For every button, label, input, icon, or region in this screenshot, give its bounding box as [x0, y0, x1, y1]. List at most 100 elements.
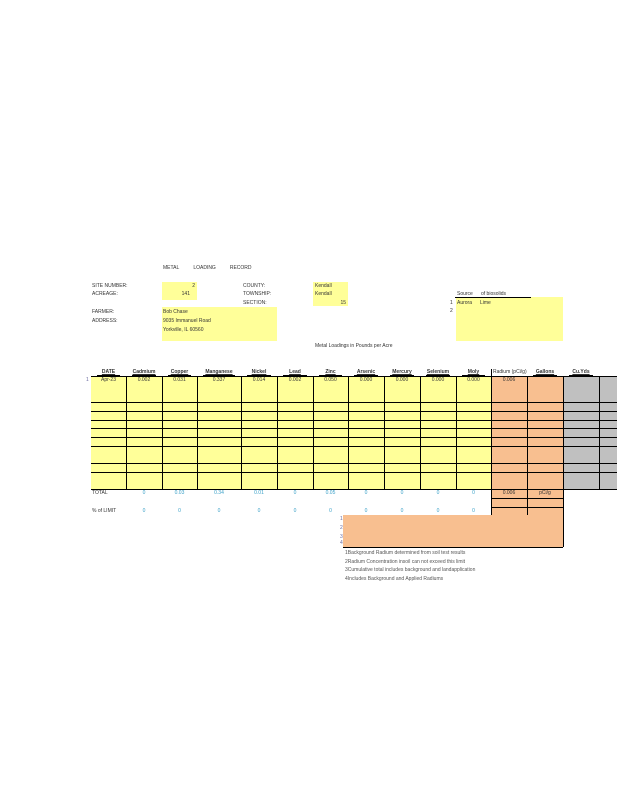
source-underline	[455, 297, 531, 298]
col-line	[241, 376, 242, 489]
table-cell[interactable]: 0.002	[288, 377, 302, 383]
summary-num: 1	[340, 516, 343, 522]
column-header[interactable]: Cadmium	[132, 369, 156, 375]
site-number-label: SITE NUMBER:	[92, 283, 128, 289]
limit-value: 0	[257, 508, 261, 514]
footnote: 4Includes Background and Applied Radiums	[345, 575, 444, 582]
col-line	[277, 376, 278, 489]
col-line	[162, 376, 163, 489]
site-number[interactable]: 2	[192, 283, 195, 289]
column-header[interactable]: Manganese	[205, 369, 233, 375]
column-header[interactable]: Cu.Yds	[572, 369, 590, 375]
limit-value: 0	[436, 508, 440, 514]
header-underline	[132, 375, 156, 376]
units-caption: Metal Loadings in Pounds per Acre	[315, 343, 393, 349]
col-line	[563, 376, 564, 515]
column-header[interactable]: Lead	[289, 369, 301, 375]
header-underline	[203, 375, 235, 376]
limit-value: 0	[400, 508, 404, 514]
column-header[interactable]: Nickel	[251, 369, 267, 375]
total-value: 0.34	[214, 490, 224, 496]
row-line	[91, 472, 617, 473]
row-line	[91, 463, 617, 464]
summary-num: 2	[340, 525, 343, 531]
column-header[interactable]: Arsenic	[356, 369, 376, 375]
site-box	[162, 282, 197, 300]
column-header[interactable]: Radium (pCi/g)	[493, 369, 527, 375]
table-cell[interactable]: 0.000	[359, 377, 373, 383]
title-word: RECORD	[229, 265, 252, 271]
title-word: LOADING	[193, 265, 216, 271]
total-value: 0	[293, 490, 297, 496]
county-label: COUNTY:	[243, 283, 266, 289]
header-underline	[283, 375, 307, 376]
col-line	[384, 376, 385, 489]
table-cell[interactable]: 0.000	[467, 377, 480, 383]
acreage[interactable]: 141	[181, 291, 190, 297]
col-line	[491, 376, 492, 515]
header-underline	[319, 375, 342, 376]
source-name[interactable]: Aurora	[457, 300, 473, 306]
county[interactable]: Kendall	[315, 283, 332, 289]
total-value: 0	[472, 490, 475, 496]
column-header[interactable]: DATE	[101, 369, 116, 375]
col-line	[420, 376, 421, 489]
farmer-box	[162, 307, 277, 341]
total-value: 0.03	[174, 490, 185, 496]
data-area	[91, 376, 491, 489]
header-underline	[426, 375, 450, 376]
total-radium-unit: pCi/g	[539, 490, 551, 496]
row-line	[91, 489, 617, 490]
limit-value: 0	[142, 508, 146, 514]
table-cell[interactable]: 0.006	[502, 377, 516, 383]
row-line	[91, 437, 617, 438]
table-cell[interactable]: 0.031	[173, 377, 186, 383]
table-cell[interactable]: 0.000	[431, 377, 445, 383]
table-cell[interactable]: Apr-23	[100, 377, 116, 383]
table-cell[interactable]: 0.000	[395, 377, 409, 383]
table-cell[interactable]: 0.002	[137, 377, 151, 383]
address-line1[interactable]: 9035 Immanuel Road	[163, 318, 211, 324]
column-header[interactable]: Copper	[170, 369, 189, 375]
header-underline	[533, 375, 557, 376]
address-line2[interactable]: Yorkville, IL 60560	[163, 327, 204, 333]
township-label: TOWNSHIP:	[243, 291, 272, 297]
table-cell[interactable]: 0.014	[252, 377, 266, 383]
farmer-label: FARMER:	[92, 309, 115, 315]
col-line	[313, 376, 314, 489]
section-label: SECTION:	[243, 300, 267, 306]
column-header[interactable]: Zinc	[325, 369, 336, 375]
total-label: TOTAL	[92, 490, 108, 496]
summary-line	[343, 547, 563, 548]
col-line	[527, 376, 528, 515]
row-line	[91, 446, 617, 447]
column-header[interactable]: Moly	[467, 369, 480, 375]
source-type[interactable]: Lime	[480, 300, 491, 306]
column-header[interactable]: Gallons	[535, 369, 555, 375]
county-box	[313, 282, 348, 306]
source-header: Source	[457, 291, 473, 297]
table-cell[interactable]: 0.050	[324, 377, 337, 383]
limit-label: % of LIMIT	[92, 508, 117, 514]
township[interactable]: Kendall	[315, 291, 332, 297]
total-value: 0.05	[325, 490, 336, 496]
source-row-num: 1	[450, 300, 453, 306]
acreage-label: ACREAGE:	[92, 291, 118, 297]
table-cell[interactable]: 0.337	[212, 377, 226, 383]
total-value: 0	[142, 490, 146, 496]
section[interactable]: 15	[340, 300, 346, 306]
address-label: ADDRESS:	[92, 318, 118, 324]
total-radium: 0.006	[502, 490, 516, 496]
farmer[interactable]: Bob Chase	[163, 309, 188, 315]
col-line	[197, 376, 198, 489]
total-value: 0	[400, 490, 404, 496]
column-header[interactable]: Mercury	[392, 369, 412, 375]
limit-value: 0	[472, 508, 475, 514]
header-underline	[97, 375, 120, 376]
total-value: 0.01	[254, 490, 264, 496]
col-line	[599, 376, 600, 489]
row-line	[91, 420, 617, 421]
col-line	[348, 376, 349, 489]
column-header[interactable]: Selenium	[426, 369, 450, 375]
footnote: 2Radium Concentration insoil can not exc…	[345, 558, 466, 565]
